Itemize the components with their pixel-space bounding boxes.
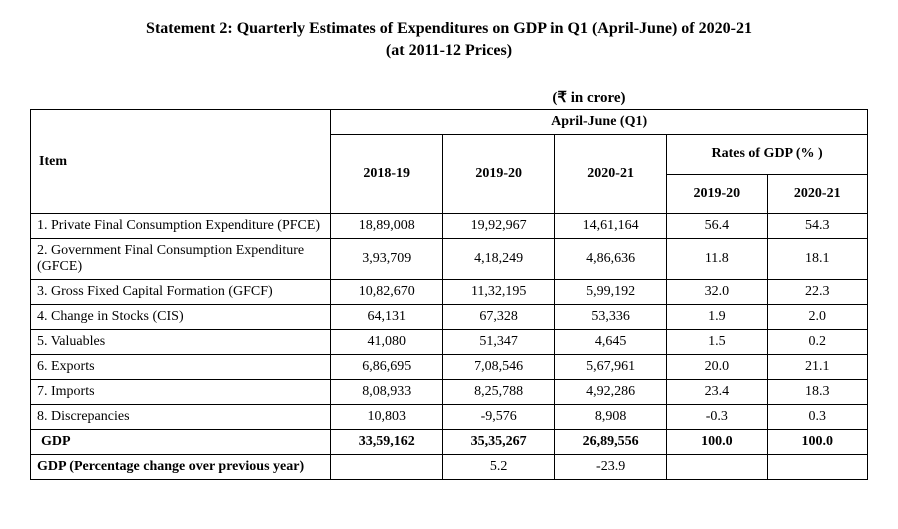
- row-rate-2019-20: 11.8: [667, 239, 767, 280]
- gdp-2018-19: 33,59,162: [331, 430, 443, 455]
- unit-label: (₹ in crore): [30, 88, 868, 107]
- gdp-rate-2019-20: 100.0: [667, 430, 767, 455]
- gdp-total-row: GDP33,59,16235,35,26726,89,556100.0100.0: [31, 430, 868, 455]
- header-rate-2019-20: 2019-20: [667, 174, 767, 214]
- pct-rate-2020-21: [767, 455, 867, 480]
- row-value-2020-21: 4,92,286: [555, 380, 667, 405]
- pct-2020-21: -23.9: [555, 455, 667, 480]
- header-period: April-June (Q1): [331, 110, 868, 135]
- header-rate-2020-21: 2020-21: [767, 174, 867, 214]
- row-value-2019-20: 67,328: [443, 305, 555, 330]
- header-item: Item: [31, 110, 331, 214]
- row-value-2019-20: -9,576: [443, 405, 555, 430]
- row-rate-2019-20: 20.0: [667, 355, 767, 380]
- row-value-2018-19: 8,08,933: [331, 380, 443, 405]
- row-rate-2020-21: 2.0: [767, 305, 867, 330]
- table-row: 6. Exports6,86,6957,08,5465,67,96120.021…: [31, 355, 868, 380]
- table-row: 1. Private Final Consumption Expenditure…: [31, 214, 868, 239]
- row-value-2018-19: 41,080: [331, 330, 443, 355]
- gdp-2019-20: 35,35,267: [443, 430, 555, 455]
- row-rate-2019-20: 32.0: [667, 280, 767, 305]
- row-item: 6. Exports: [31, 355, 331, 380]
- row-value-2019-20: 8,25,788: [443, 380, 555, 405]
- row-value-2018-19: 6,86,695: [331, 355, 443, 380]
- pct-2019-20: 5.2: [443, 455, 555, 480]
- table-row: 2. Government Final Consumption Expendit…: [31, 239, 868, 280]
- header-year-2018-19: 2018-19: [331, 135, 443, 214]
- row-item: 5. Valuables: [31, 330, 331, 355]
- row-value-2019-20: 51,347: [443, 330, 555, 355]
- row-rate-2019-20: 23.4: [667, 380, 767, 405]
- row-rate-2019-20: 56.4: [667, 214, 767, 239]
- header-year-2020-21: 2020-21: [555, 135, 667, 214]
- row-item: 1. Private Final Consumption Expenditure…: [31, 214, 331, 239]
- row-value-2020-21: 5,67,961: [555, 355, 667, 380]
- gdp-rate-2020-21: 100.0: [767, 430, 867, 455]
- row-rate-2019-20: 1.9: [667, 305, 767, 330]
- row-value-2020-21: 4,645: [555, 330, 667, 355]
- row-value-2020-21: 4,86,636: [555, 239, 667, 280]
- row-rate-2020-21: 0.3: [767, 405, 867, 430]
- row-value-2020-21: 14,61,164: [555, 214, 667, 239]
- pct-label: GDP (Percentage change over previous yea…: [31, 455, 331, 480]
- pct-2018-19: [331, 455, 443, 480]
- row-rate-2020-21: 18.3: [767, 380, 867, 405]
- table-row: 3. Gross Fixed Capital Formation (GFCF)1…: [31, 280, 868, 305]
- row-rate-2020-21: 0.2: [767, 330, 867, 355]
- row-value-2018-19: 18,89,008: [331, 214, 443, 239]
- table-row: 8. Discrepancies10,803-9,5768,908-0.30.3: [31, 405, 868, 430]
- row-rate-2019-20: -0.3: [667, 405, 767, 430]
- pct-rate-2019-20: [667, 455, 767, 480]
- row-value-2019-20: 11,32,195: [443, 280, 555, 305]
- gdp-2020-21: 26,89,556: [555, 430, 667, 455]
- gdp-pct-change-row: GDP (Percentage change over previous yea…: [31, 455, 868, 480]
- table-row: 5. Valuables41,08051,3474,6451.50.2: [31, 330, 868, 355]
- table-row: 7. Imports8,08,9338,25,7884,92,28623.418…: [31, 380, 868, 405]
- row-value-2019-20: 7,08,546: [443, 355, 555, 380]
- statement-title-line2: (at 2011-12 Prices): [30, 42, 868, 60]
- row-item: 4. Change in Stocks (CIS): [31, 305, 331, 330]
- gdp-expenditure-table: Item April-June (Q1) 2018-19 2019-20 202…: [30, 109, 868, 480]
- statement-title-line1: Statement 2: Quarterly Estimates of Expe…: [30, 20, 868, 38]
- row-rate-2020-21: 54.3: [767, 214, 867, 239]
- row-value-2018-19: 64,131: [331, 305, 443, 330]
- row-value-2019-20: 19,92,967: [443, 214, 555, 239]
- row-value-2018-19: 10,803: [331, 405, 443, 430]
- row-rate-2020-21: 22.3: [767, 280, 867, 305]
- row-rate-2019-20: 1.5: [667, 330, 767, 355]
- header-rates: Rates of GDP (% ): [667, 135, 868, 175]
- row-value-2020-21: 8,908: [555, 405, 667, 430]
- row-value-2018-19: 3,93,709: [331, 239, 443, 280]
- row-item: 8. Discrepancies: [31, 405, 331, 430]
- row-item: 7. Imports: [31, 380, 331, 405]
- table-row: 4. Change in Stocks (CIS)64,13167,32853,…: [31, 305, 868, 330]
- row-value-2020-21: 5,99,192: [555, 280, 667, 305]
- row-item: 3. Gross Fixed Capital Formation (GFCF): [31, 280, 331, 305]
- row-value-2020-21: 53,336: [555, 305, 667, 330]
- row-rate-2020-21: 18.1: [767, 239, 867, 280]
- gdp-label: GDP: [31, 430, 331, 455]
- row-rate-2020-21: 21.1: [767, 355, 867, 380]
- row-item: 2. Government Final Consumption Expendit…: [31, 239, 331, 280]
- header-year-2019-20: 2019-20: [443, 135, 555, 214]
- row-value-2018-19: 10,82,670: [331, 280, 443, 305]
- row-value-2019-20: 4,18,249: [443, 239, 555, 280]
